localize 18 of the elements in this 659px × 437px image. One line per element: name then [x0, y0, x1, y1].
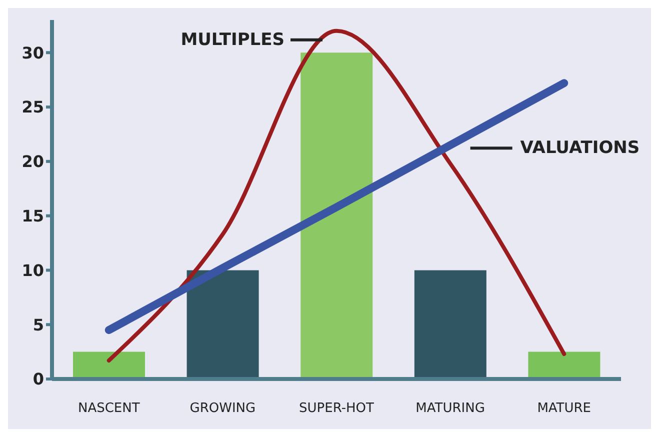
series-label: MULTIPLES	[180, 30, 284, 50]
y-tick-label: 10	[22, 260, 44, 280]
bar	[300, 52, 373, 379]
y-tick-label: 20	[22, 152, 44, 172]
y-tick-label: 15	[22, 206, 44, 226]
y-tick-label: 5	[32, 315, 44, 334]
bar	[528, 352, 600, 379]
bar	[186, 270, 259, 379]
x-tick-label: GROWING	[190, 401, 256, 416]
bar	[414, 270, 486, 379]
x-tick-label: NASCENT	[78, 401, 140, 416]
y-tick-label: 30	[22, 43, 44, 62]
x-tick-label: SUPER-HOT	[299, 401, 374, 416]
series-label: VALUATIONS	[520, 138, 640, 158]
y-tick-label: 0	[32, 370, 44, 389]
y-tick-label: 25	[22, 98, 44, 117]
x-tick-label: MATURE	[537, 401, 592, 416]
x-tick-label: MATURING	[416, 401, 485, 416]
